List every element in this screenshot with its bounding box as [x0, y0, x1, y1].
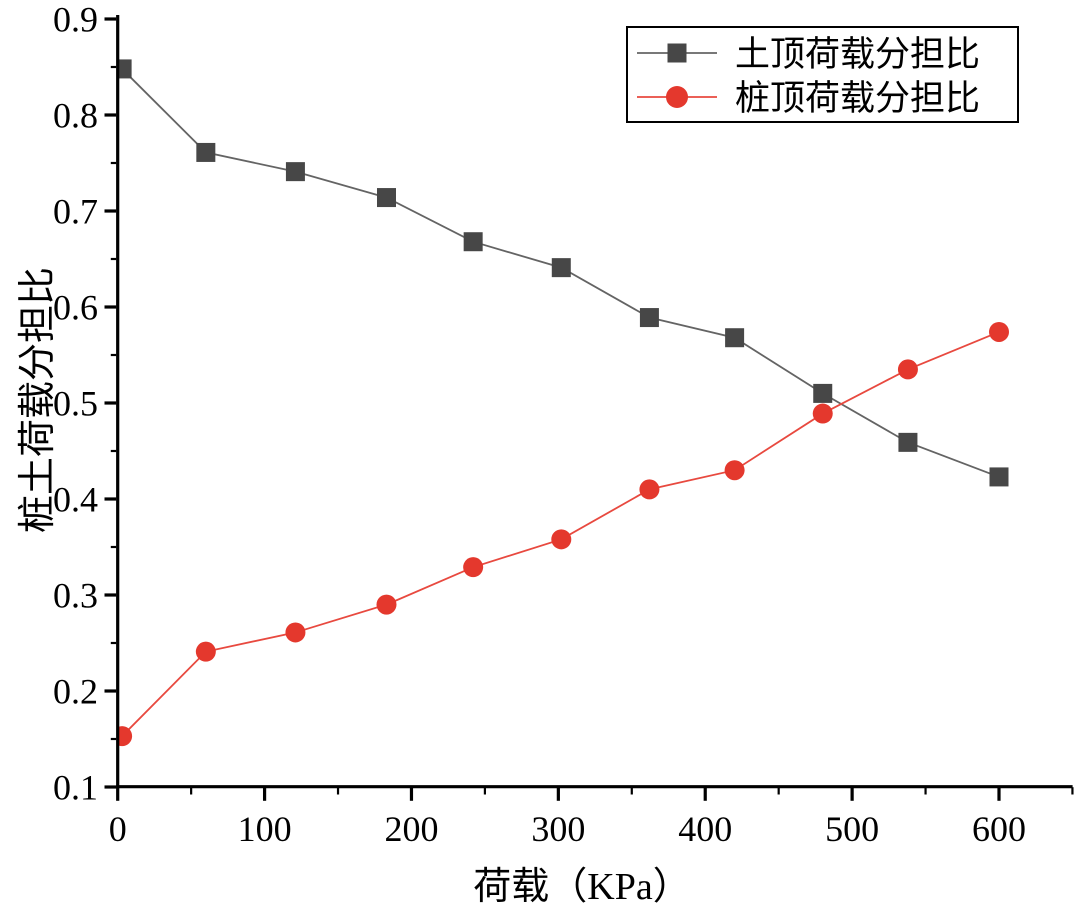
data-point-pile	[639, 479, 660, 500]
data-point-pile	[989, 321, 1009, 342]
tick-labels: 0.1 0.2 0.3 0.4 0.5 0.6 0.7 0.8 0.9 0 100 200 300 400…	[53, 0, 1026, 849]
series-layer	[117, 59, 1009, 747]
y-tick-label: 0.3	[53, 576, 98, 616]
data-point-pile	[812, 403, 833, 424]
x-tick-label: 600	[972, 809, 1026, 849]
y-tick-label: 0.6	[53, 288, 98, 328]
data-point-pile	[117, 726, 133, 747]
legend-marker-pile	[666, 86, 688, 108]
data-point-pile	[724, 460, 745, 481]
x-tick-label: 400	[678, 809, 732, 849]
y-tick-label: 0.5	[53, 384, 98, 424]
data-point-pile	[551, 529, 572, 550]
y-tick-label: 0.7	[53, 192, 98, 232]
y-tick-label: 0.9	[53, 0, 98, 40]
data-point-soil	[285, 162, 305, 182]
data-point-soil	[813, 383, 833, 403]
data-point-soil	[551, 258, 571, 278]
legend-box	[626, 26, 1019, 123]
data-point-soil	[463, 232, 483, 252]
y-tick-label: 0.8	[53, 96, 98, 136]
data-point-pile	[897, 359, 918, 380]
x-tick-label: 0	[109, 809, 127, 849]
data-point-soil	[376, 188, 396, 208]
legend-label-soil: 土顶荷载分担比	[735, 35, 980, 74]
data-point-pile	[463, 557, 484, 578]
data-point-soil	[989, 467, 1009, 487]
data-point-soil	[196, 142, 216, 162]
axes: 0.1 0.2 0.3 0.4 0.5 0.6 0.7 0.8 0.9 0 100 200 300 400…	[53, 0, 1074, 849]
data-point-soil	[898, 432, 918, 452]
data-point-soil	[117, 59, 132, 79]
y-tick-label: 0.2	[53, 672, 98, 712]
legend-label-pile: 桩顶荷载分担比	[735, 79, 980, 118]
tick-marks	[104, 17, 1074, 801]
data-point-pile	[285, 622, 306, 643]
legend-samples	[637, 43, 717, 108]
y-axis-title: 桩土荷载分担比	[17, 267, 59, 533]
legend: 土顶荷载分担比 桩顶荷载分担比	[626, 26, 1019, 123]
data-point-pile	[195, 641, 216, 662]
data-point-pile	[376, 594, 397, 615]
x-tick-label: 300	[531, 809, 585, 849]
legend-marker-soil	[667, 43, 687, 63]
x-tick-label: 200	[384, 809, 438, 849]
x-tick-label: 500	[825, 809, 879, 849]
data-point-soil	[725, 328, 745, 348]
data-point-soil	[639, 308, 659, 328]
y-tick-label: 0.1	[53, 768, 98, 808]
x-axis-title: 荷载（KPa）	[473, 866, 690, 908]
x-tick-label: 100	[238, 809, 292, 849]
y-tick-label: 0.4	[53, 480, 98, 520]
